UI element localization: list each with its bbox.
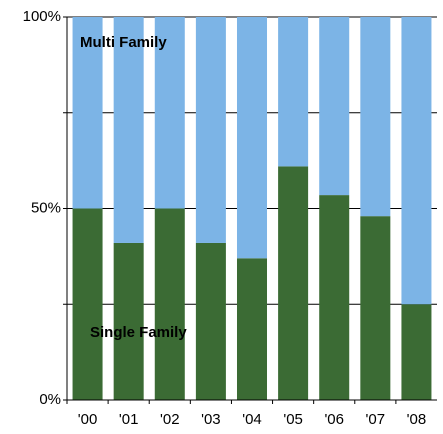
series-label: Multi Family	[80, 34, 167, 51]
bar-segment	[319, 195, 350, 400]
bar-segment	[154, 17, 185, 209]
bar-segment	[113, 17, 144, 243]
bar-segment	[236, 258, 268, 400]
y-tick-label: 50%	[31, 199, 61, 216]
bar-segment	[278, 17, 309, 167]
y-tick-label: 0%	[39, 391, 61, 408]
x-tick-label: '05	[283, 411, 303, 428]
bar-segment	[278, 166, 309, 400]
bar-segment	[401, 17, 432, 305]
x-tick-label: '04	[242, 411, 262, 428]
x-tick-label: '01	[119, 411, 139, 428]
y-tick-label: 100%	[23, 8, 61, 25]
labels: 0% 50% 100% '00 '01 '02 '03 '04 '05 '06 '07 '08 Mult…	[23, 8, 437, 428]
x-tick-label: '08	[407, 411, 427, 428]
x-tick-label: '06	[324, 411, 344, 428]
x-tick-label: '02	[160, 411, 180, 428]
bar-segment	[72, 208, 103, 400]
bar-segment	[360, 17, 391, 217]
series-label: Single Family	[90, 324, 187, 341]
bar-segment	[401, 304, 432, 400]
bar-segment	[319, 17, 350, 196]
bar-segment	[154, 208, 185, 400]
bar-segment	[360, 216, 391, 400]
bars	[72, 17, 432, 400]
x-tick-label: '07	[366, 411, 386, 428]
bar-segment	[195, 242, 226, 400]
bar-segment	[195, 17, 226, 243]
x-tick-label: '03	[201, 411, 221, 428]
bar-segment	[72, 17, 103, 209]
bar-segment	[236, 17, 268, 259]
bar-segment	[113, 242, 144, 400]
x-tick-label: '00	[78, 411, 98, 428]
